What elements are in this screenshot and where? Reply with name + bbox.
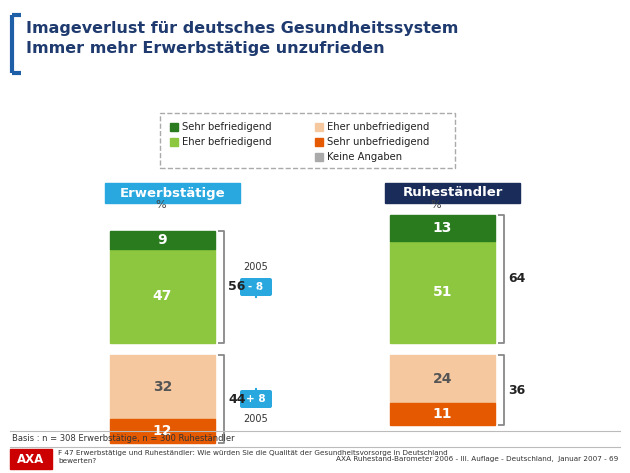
Bar <box>315 123 323 131</box>
Text: 64: 64 <box>508 272 525 286</box>
FancyBboxPatch shape <box>160 113 455 168</box>
Bar <box>170 138 178 146</box>
Text: Erwerbstätige: Erwerbstätige <box>120 186 226 200</box>
Text: F 47 Erwerbstätige und Ruheständler: Wie würden Sie die Qualität der Gesundheits: F 47 Erwerbstätige und Ruheständler: Wie… <box>58 450 448 456</box>
Text: 32: 32 <box>153 380 172 394</box>
Bar <box>315 138 323 146</box>
Text: - 8: - 8 <box>248 282 263 292</box>
Bar <box>315 153 323 161</box>
Bar <box>10 449 52 469</box>
Text: 13: 13 <box>433 221 452 235</box>
Text: + 8: + 8 <box>246 394 266 404</box>
Bar <box>390 215 495 241</box>
FancyBboxPatch shape <box>240 390 272 408</box>
Text: Basis : n = 308 Erwerbstätige, n = 300 Ruheständler: Basis : n = 308 Erwerbstätige, n = 300 R… <box>12 434 234 443</box>
Text: 2005: 2005 <box>244 414 268 424</box>
Text: 2005: 2005 <box>244 262 268 272</box>
Text: Sehr unbefriedigend: Sehr unbefriedigend <box>327 137 430 147</box>
Text: Sehr befriedigend: Sehr befriedigend <box>182 122 272 132</box>
Text: %: % <box>155 200 166 210</box>
FancyBboxPatch shape <box>240 278 272 296</box>
Text: Keine Angaben: Keine Angaben <box>327 152 402 162</box>
Bar <box>390 403 495 425</box>
Bar <box>110 355 215 419</box>
Bar <box>390 241 495 343</box>
Text: Imageverlust für deutsches Gesundheitssystem: Imageverlust für deutsches Gesundheitssy… <box>26 21 459 36</box>
Text: AXA Ruhestand-Barometer 2006 - III. Auflage - Deutschland,  Januar 2007 - 69: AXA Ruhestand-Barometer 2006 - III. Aufl… <box>336 456 618 462</box>
Text: Ruheständler: Ruheständler <box>403 186 503 200</box>
Text: 47: 47 <box>153 289 172 303</box>
Bar <box>170 123 178 131</box>
Bar <box>110 419 215 443</box>
Bar <box>390 355 495 403</box>
Text: Eher befriedigend: Eher befriedigend <box>182 137 272 147</box>
Text: 56: 56 <box>228 280 245 294</box>
Bar <box>385 183 520 203</box>
Text: 24: 24 <box>433 372 452 386</box>
Text: 51: 51 <box>433 285 452 299</box>
Text: 11: 11 <box>433 407 452 421</box>
Text: Eher unbefriedigend: Eher unbefriedigend <box>327 122 430 132</box>
Text: 36: 36 <box>508 384 525 396</box>
Bar <box>110 249 215 343</box>
Text: bewerten?: bewerten? <box>58 458 96 464</box>
Text: 9: 9 <box>158 233 168 247</box>
Bar <box>105 183 240 203</box>
Text: %: % <box>430 200 440 210</box>
Text: 44: 44 <box>228 393 246 405</box>
Text: 12: 12 <box>152 424 172 438</box>
Text: AXA: AXA <box>18 453 45 465</box>
Bar <box>110 231 215 249</box>
Text: Immer mehr Erwerbstätige unzufrieden: Immer mehr Erwerbstätige unzufrieden <box>26 41 385 56</box>
